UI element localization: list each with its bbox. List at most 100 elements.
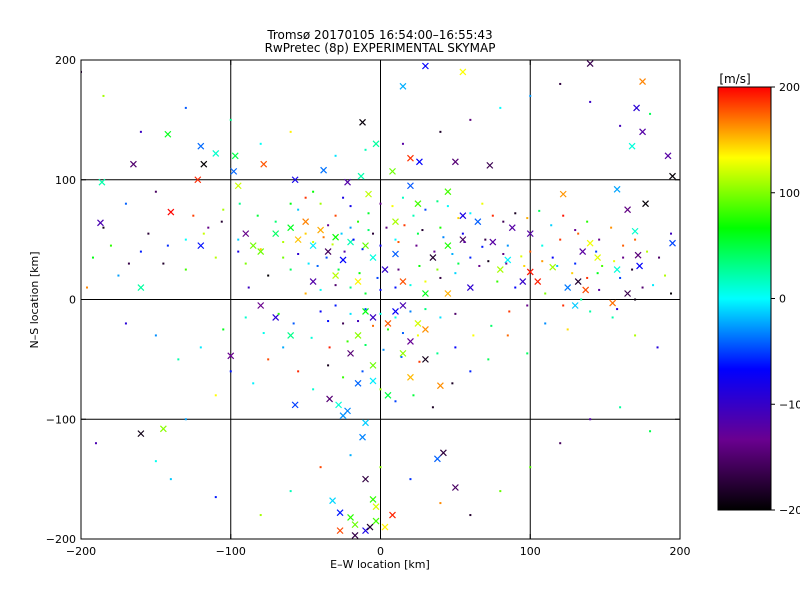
data-point-dot [379, 466, 382, 469]
data-point-dot [439, 130, 442, 133]
data-point-x [272, 230, 280, 238]
data-point-x [508, 224, 516, 232]
data-point-x [559, 190, 567, 198]
data-point-x [194, 176, 202, 184]
data-point-dot [310, 336, 313, 339]
data-point-dot [222, 328, 225, 331]
data-point-dot [214, 394, 217, 397]
data-point-dot [652, 284, 655, 287]
data-point-dot [622, 244, 625, 247]
data-point-x [257, 248, 265, 256]
data-point-dot [506, 334, 509, 337]
data-point-dot [282, 256, 285, 259]
data-point-x [586, 239, 594, 247]
data-point-dot [312, 190, 315, 193]
data-point-dot [139, 130, 142, 133]
data-point-dot [162, 262, 165, 265]
data-point-dot [541, 260, 544, 263]
data-point-dot [481, 202, 484, 205]
chart-title: Tromsø 20170105 16:54:00–16:55:43 [266, 28, 492, 42]
data-point-x [357, 172, 365, 180]
data-point-dot [334, 304, 337, 307]
data-point-x [287, 332, 295, 339]
data-point-dot [319, 466, 322, 469]
data-point-dot [282, 346, 285, 349]
data-point-dot [514, 212, 517, 215]
data-point-dot [520, 255, 523, 258]
data-point-dot [262, 332, 265, 335]
data-point-x [392, 250, 399, 258]
data-point-dot [337, 268, 340, 271]
data-point-dot [237, 238, 240, 241]
y-tick-label: 200 [55, 54, 76, 67]
data-point-dot [649, 430, 652, 433]
data-point-x [586, 60, 594, 68]
data-point-dot [342, 376, 345, 379]
data-point-x [459, 212, 467, 220]
data-point-dot [259, 142, 262, 145]
data-point-dot [523, 264, 526, 267]
data-point-dot [457, 217, 460, 220]
data-point-x [362, 242, 369, 250]
data-point-x [362, 475, 369, 483]
data-point-dot [634, 238, 637, 241]
data-point-dot [574, 262, 577, 265]
colorbar-tick-label: 0 [779, 293, 786, 306]
data-point-x [399, 302, 407, 309]
data-point-dot [589, 310, 592, 313]
data-point-dot [526, 352, 529, 355]
data-point-dot [491, 214, 494, 217]
data-point-dot [577, 232, 580, 235]
data-point-dot [297, 208, 300, 211]
data-point-dot [634, 334, 637, 337]
data-point-x [549, 263, 557, 271]
data-point-x [369, 254, 377, 262]
grid-lines [81, 60, 680, 539]
data-point-x [332, 272, 339, 279]
data-point-x [459, 68, 467, 76]
data-point-dot [169, 478, 172, 481]
data-point-x [624, 206, 632, 214]
data-point-dot [538, 209, 541, 212]
data-point-dot [184, 418, 187, 421]
x-tick-label: −100 [216, 545, 246, 558]
data-point-x [359, 433, 366, 441]
data-point-x [369, 377, 377, 385]
data-point-dot [487, 358, 490, 361]
data-point-x [369, 314, 377, 321]
data-point-x [636, 262, 643, 270]
data-point-dot [277, 312, 280, 315]
data-point-dot [544, 292, 547, 295]
data-point-x [362, 527, 369, 535]
data-point-x [451, 484, 459, 491]
data-point-x [486, 161, 494, 169]
y-tick-label: −200 [46, 533, 76, 546]
data-point-x [231, 152, 239, 160]
data-point-dot [364, 308, 367, 311]
data-point-dot [409, 284, 412, 287]
data-point-dot [334, 284, 337, 287]
data-point-x [212, 149, 220, 157]
data-point-dot [391, 205, 394, 208]
data-point-dot [343, 250, 346, 253]
data-point-x [351, 531, 359, 539]
data-point-dot [574, 229, 577, 232]
data-point-dot [586, 220, 589, 223]
data-point-dot [401, 142, 404, 145]
colorbar-tick-label: −200 [779, 504, 800, 517]
data-point-dot [394, 286, 397, 289]
data-point-dot [439, 316, 442, 319]
data-point-dot [529, 466, 532, 469]
data-point-dot [595, 250, 598, 253]
data-point-x [664, 152, 672, 160]
data-point-dot [442, 236, 445, 239]
data-point-x [291, 401, 299, 409]
data-point-x [519, 278, 527, 285]
data-point-dot [499, 106, 502, 109]
data-point-x [436, 382, 444, 390]
data-point-x [414, 200, 422, 208]
data-point-dot [412, 214, 415, 217]
data-point-dot [649, 112, 652, 115]
data-point-dot [184, 268, 187, 271]
data-point-dot [154, 190, 157, 193]
